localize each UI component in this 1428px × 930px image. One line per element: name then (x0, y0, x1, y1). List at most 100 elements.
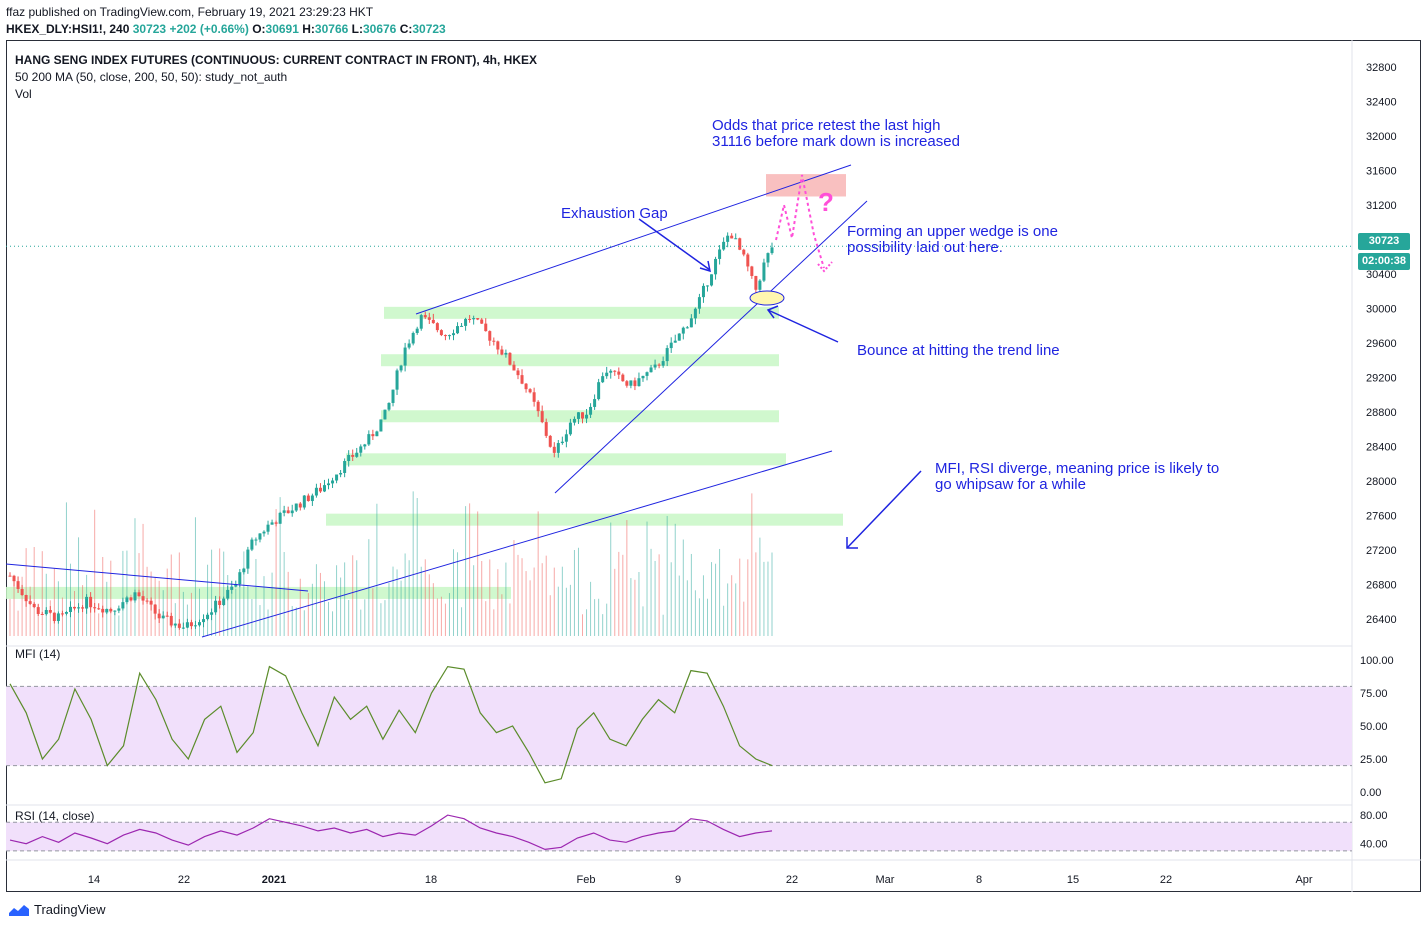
divergence-annotation-line1: MFI, RSI diverge, meaning price is likel… (935, 460, 1220, 477)
candle-body (601, 376, 605, 383)
footer-brand[interactable]: TradingView (8, 902, 106, 917)
candle-body (480, 319, 484, 324)
candle-body (544, 422, 548, 436)
candle-body (734, 238, 738, 240)
candle-body (375, 431, 379, 437)
price-tick-label: 32000 (1366, 131, 1397, 143)
candle-body (472, 318, 476, 320)
price-tick-label: 27600 (1366, 510, 1397, 522)
price-tick-label: 31200 (1366, 200, 1397, 212)
candle-body (605, 372, 609, 377)
candle-body (117, 608, 121, 611)
candle-body (762, 262, 766, 281)
candle-body (282, 510, 286, 513)
candle-body (508, 352, 512, 365)
candle-body (451, 333, 455, 336)
time-tick-label: Feb (577, 874, 596, 886)
rsi-band (6, 822, 1352, 851)
candle-body (697, 297, 701, 309)
candle-body (371, 434, 375, 437)
candle-body (722, 241, 726, 250)
candle-body (230, 586, 234, 590)
candle-body (621, 374, 625, 382)
countdown-badge: 02:00:38 (1358, 253, 1410, 270)
last-price: 30723 (132, 22, 167, 36)
candle-body (250, 539, 254, 550)
symbol-line: HKEX_DLY:HSI1!, 240 30723 +202 (+0.66%) … (6, 22, 446, 36)
time-tick-label: 15 (1067, 874, 1079, 886)
candle-body (427, 317, 431, 320)
time-tick-label: 2021 (262, 874, 286, 886)
question-mark: ? (818, 187, 834, 217)
candle-body (214, 600, 218, 613)
candle-body (746, 254, 750, 267)
candle-body (556, 443, 560, 453)
candle-body (339, 472, 343, 475)
candle-body (548, 435, 552, 447)
candle-body (351, 454, 355, 457)
candle-body (302, 495, 306, 508)
candle-body (290, 510, 294, 514)
candle-body (568, 422, 572, 435)
candle-body (306, 495, 310, 502)
candle-body (379, 419, 383, 432)
price-tick-label: 26400 (1366, 614, 1397, 626)
mfi-legend: MFI (14) (15, 647, 61, 661)
candle-body (649, 367, 653, 373)
candle-body (540, 411, 544, 423)
candle-body (468, 318, 472, 320)
support-zone (326, 513, 843, 526)
candle-body (359, 446, 363, 453)
candle-body (653, 364, 657, 368)
candle-body (714, 258, 718, 275)
candle-body (460, 325, 464, 327)
candle-body (363, 444, 367, 447)
time-tick-label: 22 (178, 874, 190, 886)
low-label: L: (351, 22, 363, 36)
candle-body (234, 584, 238, 587)
candle-body (581, 412, 585, 419)
candle-body (443, 335, 447, 337)
projection-path (775, 174, 825, 269)
candle-body (314, 487, 318, 496)
mfi-line (9, 665, 773, 784)
price-tick-label: 30000 (1366, 304, 1397, 316)
candle-body (246, 549, 250, 569)
candle-body (645, 372, 649, 376)
candle-body (266, 524, 270, 532)
candle-body (431, 319, 435, 324)
mfi-tick-label: 25.00 (1360, 754, 1388, 766)
time-tick-label: 14 (88, 874, 100, 886)
candle-body (327, 483, 331, 486)
candle-body (343, 461, 347, 473)
price-tick-label: 26800 (1366, 579, 1397, 591)
bounce-ellipse (749, 290, 785, 306)
candle-body (589, 406, 593, 415)
chart-frame (6, 40, 1421, 892)
tradingview-logo-icon (9, 904, 29, 916)
candle-body (403, 347, 407, 366)
time-tick-label: 8 (976, 874, 982, 886)
rsi-tick-label: 80.00 (1360, 810, 1388, 822)
candle-body (270, 522, 274, 525)
price-tick-label: 29200 (1366, 372, 1397, 384)
open-value: 30691 (265, 22, 299, 36)
support-zone (384, 306, 779, 319)
candle-body (572, 418, 576, 423)
price-tick-label: 27200 (1366, 545, 1397, 557)
candle-body (718, 249, 722, 259)
time-tick-label: 9 (675, 874, 681, 886)
candle-body (423, 315, 427, 318)
candle-body (419, 315, 423, 329)
candle-body (298, 503, 302, 508)
candle-body (355, 452, 359, 457)
candle-body (754, 275, 758, 290)
candle-body (585, 414, 589, 419)
candle-body (411, 332, 415, 344)
target-zone (766, 174, 846, 197)
open-label: O: (252, 22, 266, 36)
candle-body (738, 238, 742, 250)
candle-body (528, 389, 532, 393)
candle-body (415, 328, 419, 333)
candle-body (617, 371, 621, 375)
